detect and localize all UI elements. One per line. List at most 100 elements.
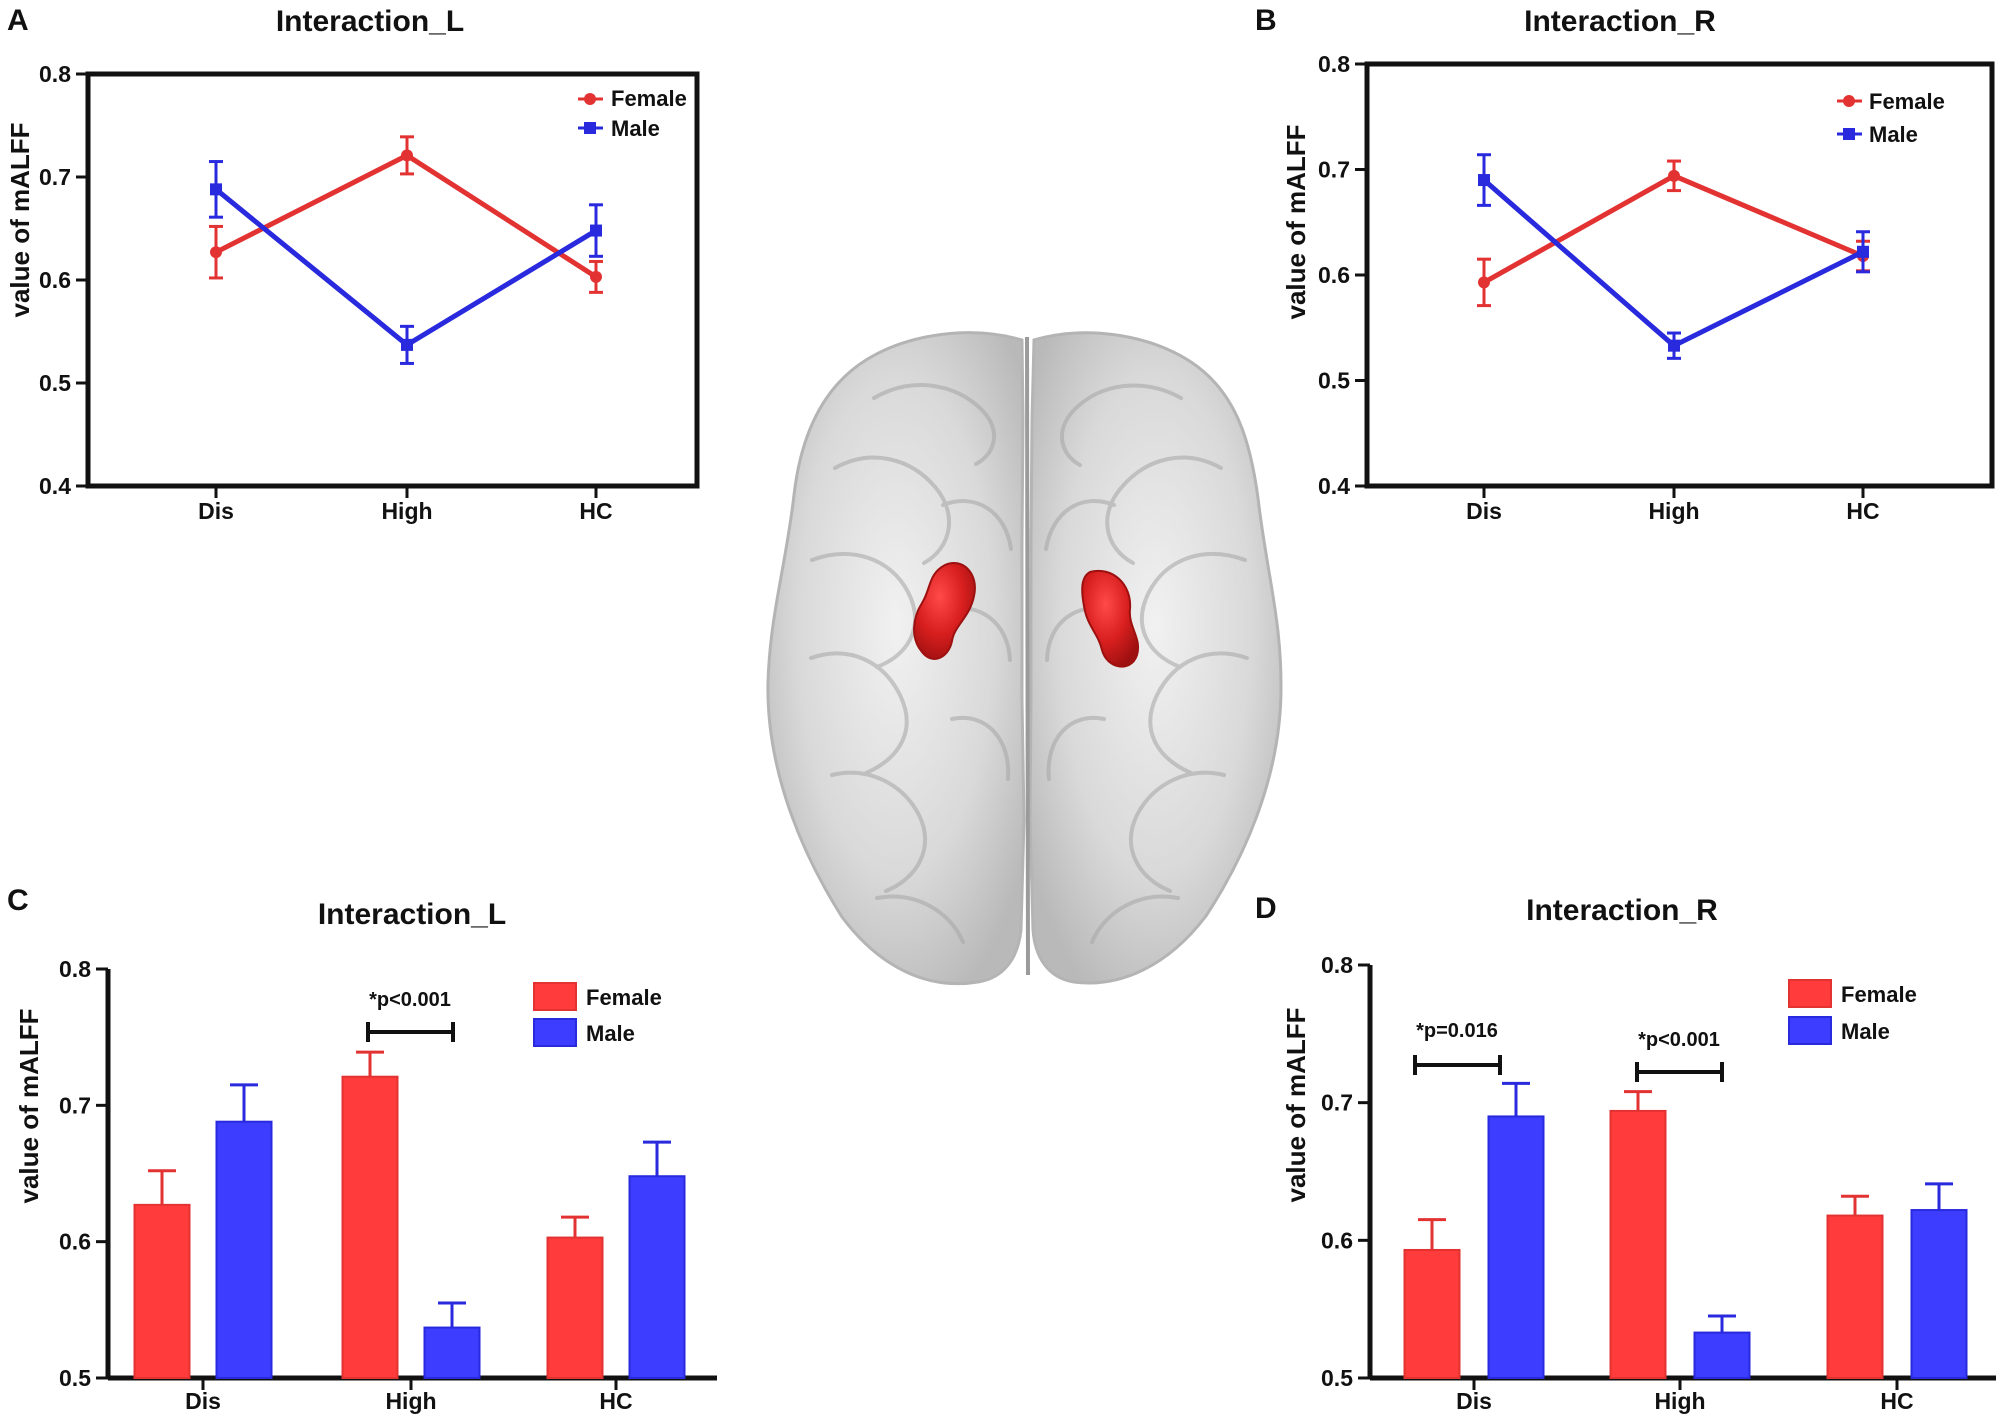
significance-label: *p<0.001	[369, 989, 451, 1011]
x-tick-label: HC	[1846, 498, 1879, 524]
panel-d-legend: Female Male	[1788, 979, 1917, 1045]
x-tick-label: High	[1648, 498, 1699, 524]
y-tick-label: 0.5	[39, 370, 71, 396]
brain-render	[766, 331, 1283, 986]
female-bar-dis	[1403, 1248, 1461, 1379]
panel-d-y-axis-title: value of mALFF	[1281, 1007, 1311, 1202]
male-bar-hc	[628, 1175, 686, 1380]
male-point	[210, 183, 222, 196]
x-tick-label: High	[1654, 1388, 1705, 1414]
panel-c-plot-area: 0.5 0.6 0.7 0.8 Dis High HC	[59, 956, 717, 1414]
panel-c-y-axis-title: value of mALFF	[14, 1008, 44, 1203]
legend-male-label: Male	[1841, 1019, 1890, 1044]
brain-gyri	[809, 383, 1249, 944]
legend-female-swatch	[533, 982, 577, 1011]
male-point	[1668, 339, 1680, 352]
significance-label: *p<0.001	[1638, 1029, 1720, 1051]
y-tick-label: 0.7	[59, 1092, 91, 1118]
brain-midline	[1025, 336, 1030, 976]
panel-d-plot-area: 0.5 0.6 0.7 0.8 Dis High HC	[1321, 952, 1996, 1414]
y-tick-label: 0.7	[39, 164, 71, 190]
panel-c-chart: C Interaction_L value of mALFF 0.5 0.6 0.7…	[7, 884, 717, 1414]
brain-right-hemisphere	[1028, 331, 1283, 985]
y-tick-label: 0.6	[59, 1229, 91, 1255]
panel-d-title: Interaction_R	[1526, 894, 1718, 927]
male-series-line	[1481, 177, 1866, 349]
panel-b-letter: B	[1255, 4, 1277, 37]
female-bar-high	[1609, 1109, 1667, 1379]
legend-female-label: Female	[1841, 982, 1917, 1007]
y-tick-label: 0.4	[1318, 473, 1350, 499]
y-tick-label: 0.4	[39, 473, 71, 499]
panel-a-title: Interaction_L	[276, 5, 464, 38]
panel-d-significance-high: *p<0.001	[1635, 1029, 1724, 1082]
female-bar-hc	[1826, 1214, 1884, 1380]
legend-male-label: Male	[586, 1021, 635, 1046]
panel-c-significance-high: *p<0.001	[366, 989, 455, 1042]
panel-c-title: Interaction_L	[318, 898, 506, 931]
panel-a-plot-area: 0.4 0.5 0.6 0.7 0.8 Dis High HC	[39, 61, 700, 524]
panel-a-y-axis-title: value of mALFF	[5, 122, 35, 317]
legend-male-swatch	[1788, 1016, 1832, 1045]
panel-a-chart: A Interaction_L value of mALFF 0.4 0.5 0.6…	[5, 4, 700, 524]
legend-male-label: Male	[611, 116, 660, 141]
male-bar-hc	[1910, 1209, 1968, 1379]
y-tick-label: 0.8	[39, 61, 71, 87]
male-bar-high	[1693, 1331, 1751, 1379]
y-tick-label: 0.5	[59, 1365, 91, 1391]
female-point	[1668, 169, 1680, 182]
x-tick-label: HC	[599, 1388, 632, 1414]
panel-c-legend: Female Male	[533, 982, 662, 1047]
right-highlighted-region	[1081, 569, 1140, 668]
panel-c-letter: C	[7, 884, 29, 917]
legend-female-swatch	[1788, 979, 1832, 1008]
panel-b-title: Interaction_R	[1524, 5, 1716, 38]
x-tick-label: HC	[1880, 1388, 1913, 1414]
panel-d-letter: D	[1255, 892, 1277, 925]
legend-female-label: Female	[611, 86, 687, 111]
y-tick-label: 0.7	[1318, 157, 1350, 183]
y-tick-label: 0.8	[1318, 51, 1350, 77]
x-tick-label: HC	[579, 498, 612, 524]
male-point	[1857, 245, 1869, 258]
female-bar-dis	[133, 1203, 191, 1380]
x-tick-label: Dis	[185, 1388, 221, 1414]
female-point	[590, 270, 602, 283]
x-tick-label: Dis	[198, 498, 234, 524]
panel-d-significance-dis: *p=0.016	[1413, 1020, 1502, 1075]
male-bar-dis	[1487, 1115, 1545, 1380]
y-tick-label: 0.6	[1318, 262, 1350, 288]
panel-d-chart: D Interaction_R value of mALFF 0.5 0.6 0.7…	[1255, 892, 1996, 1414]
y-tick-label: 0.6	[39, 267, 71, 293]
y-tick-label: 0.5	[1321, 1365, 1353, 1391]
significance-label: *p=0.016	[1416, 1020, 1498, 1042]
legend-male-swatch	[533, 1018, 577, 1047]
female-point	[401, 149, 413, 162]
plot-frame	[85, 71, 700, 489]
female-bar-hc	[546, 1236, 604, 1379]
panel-b-plot-area: 0.4 0.5 0.6 0.7 0.8 Dis High HC	[1318, 51, 1995, 524]
y-tick-label: 0.7	[1321, 1090, 1353, 1116]
left-highlighted-region	[913, 562, 976, 660]
panel-b-chart: B Interaction_R value of mALFF 0.4 0.5 0.6…	[1255, 4, 1995, 524]
x-tick-label: Dis	[1466, 498, 1502, 524]
x-tick-label: High	[385, 1388, 436, 1414]
female-point	[210, 246, 222, 259]
x-tick-label: Dis	[1456, 1388, 1492, 1414]
y-tick-label: 0.5	[1318, 368, 1350, 394]
legend-female-marker	[584, 93, 596, 105]
panel-a-legend: Female Male	[578, 86, 687, 141]
panel-a-letter: A	[7, 4, 29, 37]
legend-male-marker	[584, 122, 596, 134]
legend-female-label: Female	[586, 985, 662, 1010]
x-tick-label: High	[381, 498, 432, 524]
male-bar-dis	[215, 1120, 273, 1380]
female-point	[1478, 276, 1490, 289]
panel-b-legend: Female Male	[1837, 89, 1945, 147]
male-bar-high	[423, 1326, 481, 1379]
y-tick-label: 0.8	[1321, 952, 1353, 978]
female-bar-high	[341, 1075, 399, 1380]
legend-female-marker	[1843, 95, 1855, 107]
legend-male-label: Male	[1869, 122, 1918, 147]
